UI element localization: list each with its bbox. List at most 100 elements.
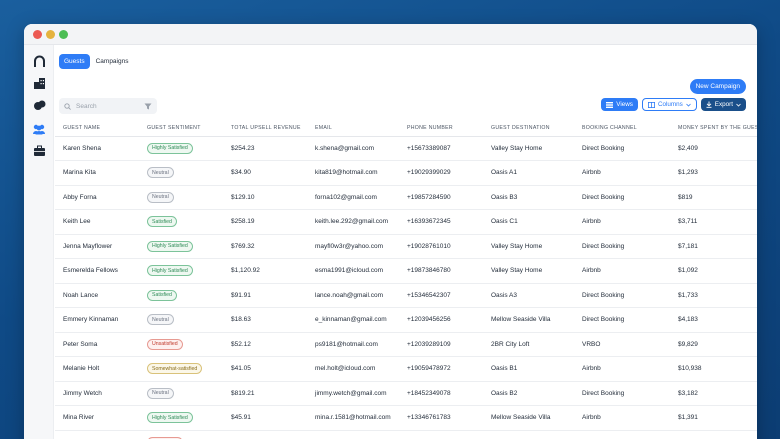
column-header[interactable]: MONEY SPENT BY THE GUEST bbox=[670, 120, 757, 137]
export-label: Export bbox=[714, 101, 733, 108]
guest-name-cell: Mina River bbox=[55, 405, 139, 431]
guest-sentiment-cell: Highly Satisfied bbox=[139, 258, 223, 284]
email-cell: mel.holt@icloud.com bbox=[307, 356, 399, 382]
table-row[interactable]: Emmery Kinnaman Neutral $18.63 e_kinnaman@g… bbox=[55, 307, 757, 333]
briefcase-icon[interactable] bbox=[31, 143, 47, 159]
guest-sentiment-cell: Unsatisfied bbox=[139, 430, 223, 439]
maximize-window-button[interactable] bbox=[59, 30, 68, 39]
table-row[interactable]: Keith Lee Satisfied $258.19 keith.lee.292@g… bbox=[55, 209, 757, 235]
column-header[interactable]: EMAIL bbox=[307, 120, 399, 137]
table-row[interactable]: Esmerelda Fellows Highly Satisfied $1,120.… bbox=[55, 258, 757, 284]
export-button[interactable]: Export bbox=[700, 98, 746, 111]
search-input[interactable]: Search bbox=[76, 102, 97, 110]
guest-name-cell: Karen Shena bbox=[55, 136, 139, 161]
email-cell: mayfl0w3r@yahoo.com bbox=[307, 234, 399, 259]
guest-sentiment-cell: Neutral bbox=[139, 307, 223, 333]
sentiment-badge: Neutral bbox=[147, 314, 174, 326]
column-header[interactable]: GUEST SENTIMENT bbox=[139, 120, 223, 137]
money-spent-cell: $3,711 bbox=[670, 209, 757, 235]
upsell-revenue-cell: $91.91 bbox=[223, 283, 307, 308]
booking-channel-cell: Direct Booking bbox=[574, 381, 670, 406]
table-row[interactable]: Lance TeraUnsatisfied$20.19lance.tera@ic… bbox=[55, 430, 757, 439]
upsell-revenue-cell: $52.12 bbox=[223, 332, 307, 357]
tab-guests[interactable]: Guests bbox=[59, 54, 90, 69]
views-label: Views bbox=[616, 101, 633, 108]
money-spent-cell: $1,092 bbox=[670, 258, 757, 284]
table-row[interactable]: Abby Forna Neutral $129.10 forna102@gmail.c… bbox=[55, 185, 757, 210]
email-cell: forna102@gmail.com bbox=[307, 185, 399, 210]
phone-cell: +12039456256 bbox=[399, 307, 483, 333]
booking-channel-cell: Direct Booking bbox=[574, 234, 670, 259]
phone-cell: +18452349078 bbox=[399, 381, 483, 406]
booking-channel-cell: Airbnb bbox=[574, 430, 670, 439]
table-row[interactable]: Melanie Holt Somewhat-satisfied $41.05 mel.… bbox=[55, 356, 757, 382]
chat-icon[interactable] bbox=[31, 97, 47, 113]
views-button[interactable]: Views bbox=[601, 98, 638, 111]
table-row[interactable]: Karen Shena Highly Satisfied $254.23 k.shen… bbox=[55, 136, 757, 161]
column-header[interactable]: TOTAL UPSELL REVENUE bbox=[223, 120, 307, 137]
email-cell: ps9181@hotmail.com bbox=[307, 332, 399, 357]
table-row[interactable]: Marina Kita Neutral $34.90 kita819@hotmail.… bbox=[55, 160, 757, 186]
search-box[interactable]: Search bbox=[59, 98, 157, 114]
guest-name-cell: Esmerelda Fellows bbox=[55, 258, 139, 284]
buildings-icon[interactable] bbox=[31, 75, 47, 91]
column-header[interactable]: GUEST DESTINATION bbox=[483, 120, 574, 137]
guest-name-cell: Emmery Kinnaman bbox=[55, 307, 139, 333]
grid-icon bbox=[606, 101, 614, 108]
guest-sentiment-cell: Neutral bbox=[139, 160, 223, 186]
booking-channel-cell: Airbnb bbox=[574, 258, 670, 284]
booking-channel-cell: Direct Booking bbox=[574, 185, 670, 210]
money-spent-cell: $3,182 bbox=[670, 381, 757, 406]
column-header[interactable]: PHONE NUMBER bbox=[399, 120, 483, 137]
booking-channel-cell: Direct Booking bbox=[574, 283, 670, 308]
sidebar bbox=[24, 45, 54, 439]
guest-sentiment-cell: Highly Satisfied bbox=[139, 405, 223, 431]
guest-sentiment-cell: Highly Satisfied bbox=[139, 136, 223, 161]
upsell-revenue-cell: $258.19 bbox=[223, 209, 307, 235]
phone-cell: +15673389087 bbox=[399, 136, 483, 161]
phone-cell: +19857284590 bbox=[399, 185, 483, 210]
booking-channel-cell: Direct Booking bbox=[574, 136, 670, 161]
destination-cell: Mellow Seaside Villa bbox=[483, 405, 574, 431]
email-cell: keith.lee.292@gmail.com bbox=[307, 209, 399, 235]
money-spent-cell: $10,938 bbox=[670, 356, 757, 382]
upsell-revenue-cell: $254.23 bbox=[223, 136, 307, 161]
email-cell: esma1991@icloud.com bbox=[307, 258, 399, 284]
users-icon[interactable] bbox=[31, 121, 47, 137]
close-window-button[interactable] bbox=[33, 30, 42, 39]
columns-button[interactable]: Columns bbox=[641, 98, 697, 111]
table-toolbar: Views Columns Export bbox=[601, 98, 746, 111]
guest-name-cell: Jimmy Wetch bbox=[55, 381, 139, 406]
phone-cell: +12039289109 bbox=[399, 332, 483, 357]
sentiment-badge: Neutral bbox=[147, 387, 174, 399]
table-row[interactable]: Peter Soma Unsatisfied $52.12 ps9181@hotmai… bbox=[55, 332, 757, 357]
destination-cell: Oasis C1 bbox=[483, 209, 574, 235]
table-row[interactable]: Mina River Highly Satisfied $45.91 mina.r.1… bbox=[55, 405, 757, 431]
sentiment-badge: Highly Satisfied bbox=[147, 240, 193, 252]
columns-icon bbox=[647, 101, 655, 108]
minimize-window-button[interactable] bbox=[46, 30, 55, 39]
upsell-revenue-cell: $769.32 bbox=[223, 234, 307, 259]
table-row[interactable]: Noah Lance Satisfied $91.91 lance.noah@gmai… bbox=[55, 283, 757, 308]
filter-icon[interactable] bbox=[144, 103, 152, 110]
destination-cell: Valley Stay Home bbox=[483, 234, 574, 259]
booking-channel-cell: Airbnb bbox=[574, 356, 670, 382]
chevron-down-icon bbox=[686, 103, 691, 107]
column-header[interactable]: GUEST NAME bbox=[55, 120, 139, 137]
sentiment-badge: Satisfied bbox=[147, 216, 177, 228]
column-header[interactable]: BOOKING CHANNEL bbox=[574, 120, 670, 137]
destination-cell: Oasis B2 bbox=[483, 381, 574, 406]
sentiment-badge: Somewhat-satisfied bbox=[147, 363, 203, 375]
tab-campaigns[interactable]: Campaigns bbox=[95, 58, 129, 65]
sentiment-badge: Neutral bbox=[147, 167, 174, 179]
destination-cell: Oasis A3 bbox=[483, 283, 574, 308]
guest-name-cell: Peter Soma bbox=[55, 332, 139, 357]
table-row[interactable]: Jimmy Wetch Neutral $819.21 jimmy.wetch@gma… bbox=[55, 381, 757, 406]
logo-icon[interactable] bbox=[31, 53, 47, 69]
destination-cell: Oasis B3 bbox=[483, 185, 574, 210]
table-row[interactable]: Jenna Mayflower Highly Satisfied $769.32 ma… bbox=[55, 234, 757, 259]
guest-sentiment-cell: Satisfied bbox=[139, 209, 223, 235]
new-campaign-button[interactable]: New Campaign bbox=[689, 79, 746, 94]
phone-cell: +16393672345 bbox=[399, 209, 483, 235]
booking-channel-cell: Airbnb bbox=[574, 405, 670, 431]
